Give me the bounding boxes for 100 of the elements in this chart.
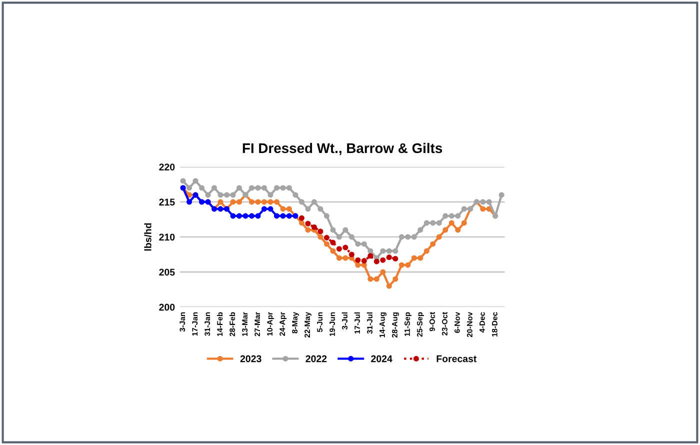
point [361, 262, 367, 268]
point [261, 185, 267, 191]
point [330, 227, 336, 233]
point [461, 206, 467, 212]
point [230, 213, 236, 219]
point [348, 234, 354, 240]
point [298, 199, 304, 205]
point [448, 213, 454, 219]
point [380, 248, 386, 254]
point [374, 258, 380, 264]
point [455, 213, 461, 219]
point [274, 213, 280, 219]
point [286, 185, 292, 191]
point [405, 262, 411, 268]
point [255, 199, 261, 205]
point [361, 241, 367, 247]
point [342, 255, 348, 261]
point [268, 206, 274, 212]
point [311, 199, 317, 205]
point [355, 257, 361, 263]
point [430, 220, 436, 226]
point [280, 213, 286, 219]
point [368, 253, 374, 259]
point [242, 213, 248, 219]
point [248, 213, 255, 219]
point [218, 206, 224, 212]
point [392, 248, 398, 254]
legend-label: 2023 [240, 355, 262, 362]
point [442, 227, 448, 233]
point [368, 248, 374, 254]
point [198, 185, 205, 191]
point [211, 185, 218, 191]
point [324, 241, 330, 247]
point [305, 227, 311, 233]
point [336, 246, 342, 252]
point [305, 206, 311, 212]
point [455, 227, 461, 233]
point [318, 228, 324, 234]
point [436, 220, 442, 226]
point [324, 213, 330, 219]
point [386, 254, 392, 260]
point [261, 206, 267, 212]
point [405, 234, 411, 240]
point [392, 276, 398, 282]
point [248, 199, 255, 205]
point [386, 283, 392, 289]
point [411, 234, 417, 240]
y-tick-label: 205 [159, 268, 175, 276]
point [236, 199, 242, 205]
point [218, 199, 224, 205]
y-tick-label: 210 [159, 234, 175, 241]
point [324, 234, 330, 240]
point [418, 227, 424, 233]
point [248, 185, 255, 191]
point [498, 192, 504, 198]
point [280, 185, 286, 191]
point [274, 199, 280, 205]
point [418, 255, 424, 261]
point [424, 220, 430, 226]
point [298, 215, 304, 221]
point [230, 199, 236, 205]
point [261, 199, 267, 205]
point [186, 185, 192, 191]
point [205, 192, 211, 198]
point [318, 206, 324, 212]
point [392, 256, 398, 262]
point [355, 241, 361, 247]
point [336, 255, 342, 261]
point [286, 206, 292, 212]
point [311, 224, 317, 230]
point [336, 234, 342, 240]
point [361, 258, 367, 264]
point [292, 192, 298, 198]
point [411, 255, 417, 261]
point [436, 234, 442, 240]
y-tick-label: 220 [159, 164, 175, 170]
point [255, 213, 261, 219]
point [236, 213, 242, 219]
point [342, 244, 348, 250]
point [230, 192, 236, 198]
point [448, 220, 454, 226]
y-axis-title: lbs/hd [144, 223, 152, 251]
point [430, 241, 436, 247]
point [380, 257, 386, 263]
point [442, 213, 448, 219]
point [268, 199, 274, 205]
y-tick-label: 215 [159, 198, 175, 206]
point [186, 192, 192, 198]
point [268, 192, 274, 198]
point [398, 234, 404, 240]
legend-label: Forecast [436, 355, 477, 362]
point [355, 262, 361, 268]
point [398, 262, 404, 268]
y-tick-label: 200 [159, 304, 175, 311]
point [236, 185, 242, 191]
point [192, 178, 198, 184]
point [280, 206, 286, 212]
point [368, 276, 374, 282]
point [461, 220, 467, 226]
point [486, 199, 492, 205]
